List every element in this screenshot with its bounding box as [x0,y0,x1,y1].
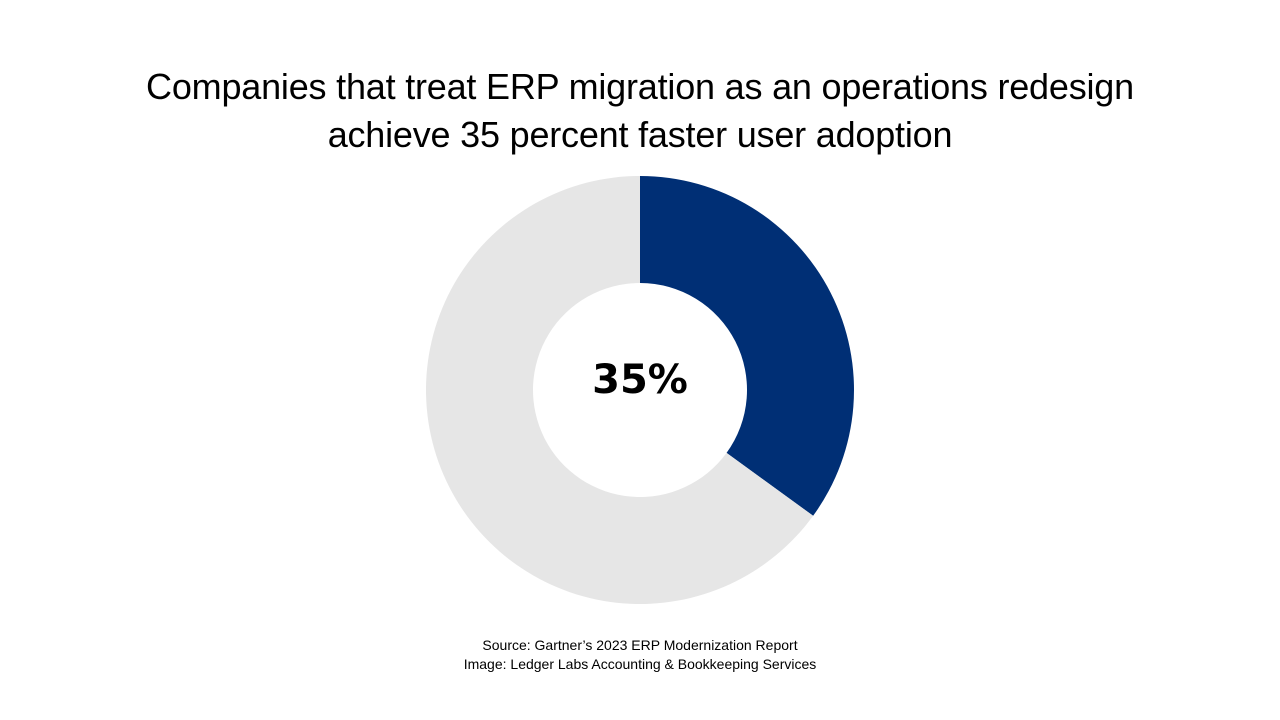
donut-slices [425,176,854,605]
donut-slice-1 [640,176,854,516]
footer-credits: Source: Gartner’s 2023 ERP Modernization… [0,636,1280,674]
donut-center-label: 35% [592,357,688,403]
chart-title-line-2: achieve 35 percent faster user adoption [327,114,953,155]
chart-title-line-1: Companies that treat ERP migration as an… [146,66,1134,107]
donut-slice-2 [425,176,814,605]
chart-title: Companies that treat ERP migration as an… [0,63,1280,159]
image-credit: Image: Ledger Labs Accounting & Bookkeep… [463,656,817,672]
source-citation: Source: Gartner’s 2023 ERP Modernization… [482,637,798,653]
